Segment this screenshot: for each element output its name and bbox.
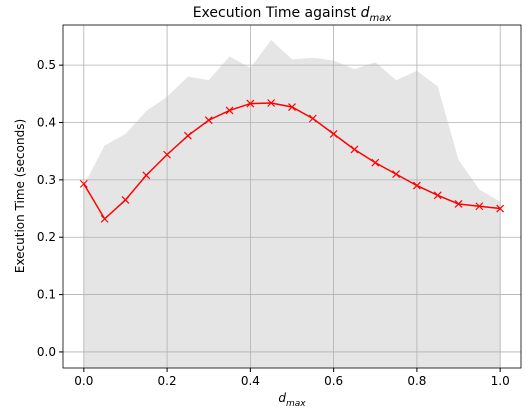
y-tick-label: 0.1 <box>37 288 56 302</box>
marker <box>225 106 234 115</box>
marker <box>183 131 192 140</box>
marker <box>412 181 421 190</box>
plot-frame <box>62 24 522 369</box>
marker <box>246 99 255 108</box>
marker <box>79 179 88 188</box>
title-text: Execution Time against <box>193 5 357 21</box>
marker <box>204 116 213 125</box>
marker <box>350 145 359 154</box>
x-tick-label: 0.2 <box>158 374 177 388</box>
marker <box>392 170 401 179</box>
marker <box>100 214 109 223</box>
title-symbol: d <box>361 5 370 21</box>
marker <box>308 114 317 123</box>
y-tick-label: 0.3 <box>37 173 56 187</box>
marker <box>288 103 296 111</box>
area <box>83 39 501 368</box>
y-tick-label: 0.2 <box>37 230 56 244</box>
y-tick-label: 0.5 <box>37 58 56 72</box>
x-tick-label: 0.8 <box>407 374 426 388</box>
marker <box>163 150 172 159</box>
marker <box>433 191 442 200</box>
y-tick-label: 0.0 <box>37 345 56 359</box>
marker <box>267 99 276 107</box>
marker <box>475 202 484 211</box>
title-subscript: max <box>370 13 392 24</box>
x-axis-label: dmax <box>278 391 306 409</box>
chart-title: Execution Time against dmax <box>193 5 392 24</box>
marker <box>454 200 463 208</box>
y-axis-label: Execution Time (seconds) <box>13 119 27 273</box>
marker <box>371 158 380 167</box>
xlabel-subscript: max <box>286 399 306 409</box>
x-tick-label: 0.6 <box>324 374 343 388</box>
x-tick-label: 0.0 <box>74 374 93 388</box>
y-tick-label: 0.4 <box>37 116 56 130</box>
x-tick-label: 0.4 <box>241 374 260 388</box>
xlabel-symbol: d <box>278 391 286 405</box>
x-tick-label: 1.0 <box>491 374 510 388</box>
marker <box>496 204 505 213</box>
marker <box>121 196 130 204</box>
marker <box>329 130 338 138</box>
marker <box>142 171 151 180</box>
